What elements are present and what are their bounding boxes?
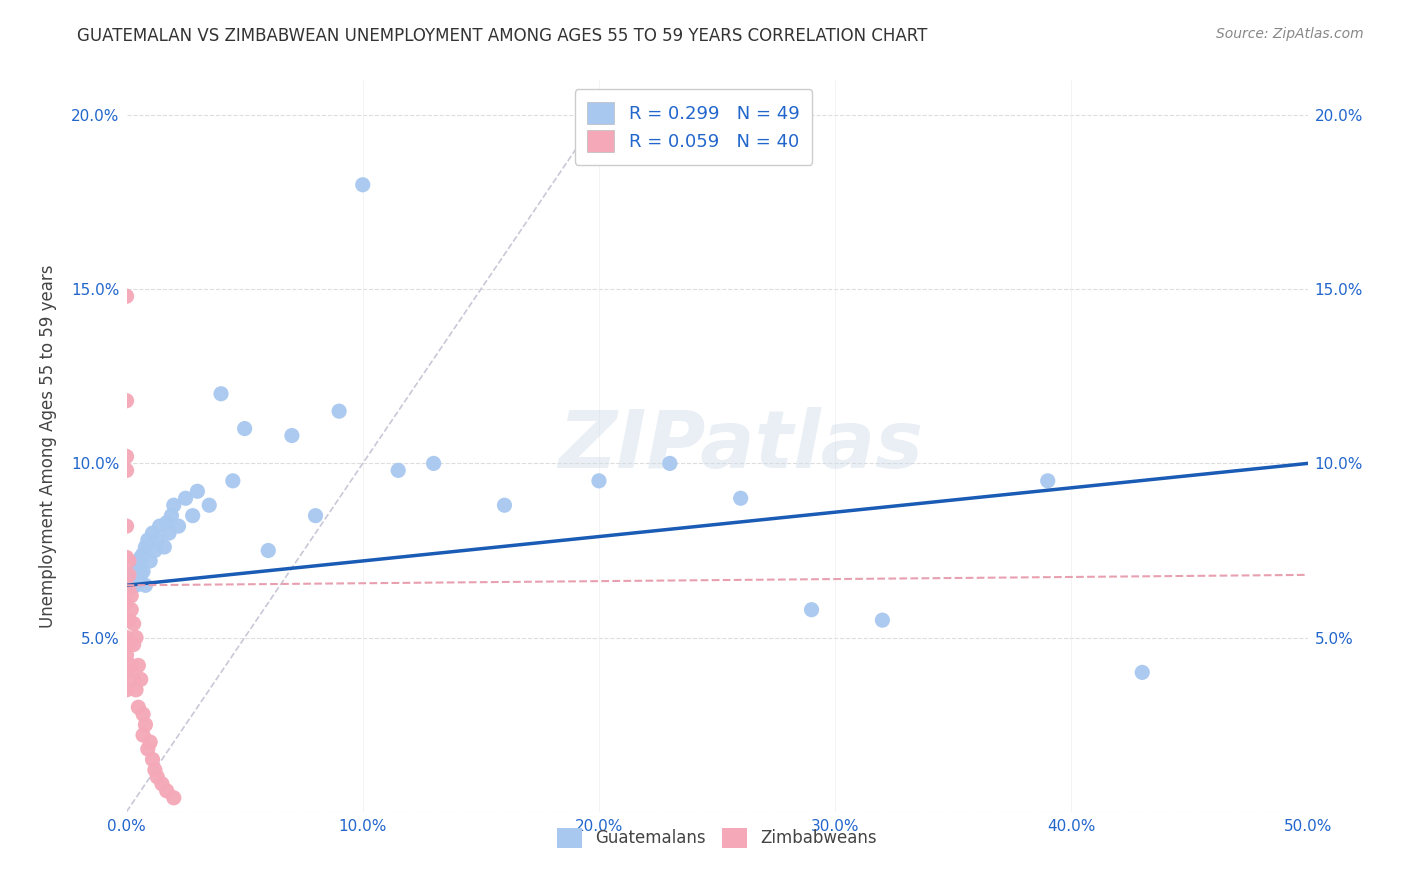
- Point: [588, 474, 610, 488]
- Point: [160, 508, 183, 523]
- Point: [115, 519, 138, 533]
- Point: [1130, 665, 1153, 680]
- Point: [129, 567, 152, 582]
- Point: [122, 578, 145, 592]
- Point: [127, 561, 149, 575]
- Point: [146, 533, 169, 547]
- Point: [118, 554, 141, 568]
- Point: [120, 603, 142, 617]
- Point: [115, 665, 138, 680]
- Point: [658, 457, 681, 471]
- Point: [115, 393, 138, 408]
- Point: [167, 519, 190, 533]
- Point: [134, 717, 156, 731]
- Point: [134, 578, 156, 592]
- Point: [146, 770, 169, 784]
- Point: [120, 589, 142, 603]
- Point: [233, 421, 256, 435]
- Point: [115, 289, 138, 303]
- Point: [281, 428, 304, 442]
- Point: [134, 540, 156, 554]
- Point: [115, 682, 138, 697]
- Point: [115, 463, 138, 477]
- Point: [125, 574, 148, 589]
- Point: [494, 498, 516, 512]
- Point: [118, 613, 141, 627]
- Point: [115, 578, 138, 592]
- Text: GUATEMALAN VS ZIMBABWEAN UNEMPLOYMENT AMONG AGES 55 TO 59 YEARS CORRELATION CHAR: GUATEMALAN VS ZIMBABWEAN UNEMPLOYMENT AM…: [77, 27, 928, 45]
- Point: [387, 463, 409, 477]
- Point: [118, 582, 141, 596]
- Point: [118, 567, 141, 582]
- Point: [122, 571, 145, 585]
- Point: [115, 550, 138, 565]
- Point: [122, 638, 145, 652]
- Legend: Guatemalans, Zimbabweans: Guatemalans, Zimbabweans: [550, 821, 884, 855]
- Point: [186, 484, 208, 499]
- Point: [872, 613, 894, 627]
- Point: [132, 565, 155, 579]
- Text: Source: ZipAtlas.com: Source: ZipAtlas.com: [1216, 27, 1364, 41]
- Point: [118, 638, 141, 652]
- Point: [1036, 474, 1059, 488]
- Point: [127, 658, 149, 673]
- Point: [127, 554, 149, 568]
- Point: [222, 474, 245, 488]
- Point: [163, 790, 186, 805]
- Point: [120, 567, 142, 582]
- Point: [143, 763, 166, 777]
- Text: ZIPatlas: ZIPatlas: [558, 407, 924, 485]
- Point: [153, 540, 176, 554]
- Point: [141, 752, 163, 766]
- Point: [800, 603, 823, 617]
- Point: [257, 543, 280, 558]
- Point: [198, 498, 221, 512]
- Point: [352, 178, 374, 192]
- Point: [422, 457, 444, 471]
- Point: [129, 550, 152, 565]
- Point: [115, 613, 138, 627]
- Point: [127, 700, 149, 714]
- Point: [132, 707, 155, 722]
- Y-axis label: Unemployment Among Ages 55 to 59 years: Unemployment Among Ages 55 to 59 years: [39, 264, 58, 628]
- Point: [304, 508, 326, 523]
- Point: [139, 735, 162, 749]
- Point: [209, 386, 232, 401]
- Point: [125, 682, 148, 697]
- Point: [125, 631, 148, 645]
- Point: [122, 673, 145, 687]
- Point: [132, 547, 155, 561]
- Point: [157, 526, 180, 541]
- Point: [163, 498, 186, 512]
- Point: [730, 491, 752, 506]
- Point: [149, 519, 172, 533]
- Point: [150, 777, 173, 791]
- Point: [115, 648, 138, 662]
- Point: [129, 673, 152, 687]
- Point: [136, 742, 159, 756]
- Point: [143, 543, 166, 558]
- Point: [174, 491, 197, 506]
- Point: [181, 508, 204, 523]
- Point: [136, 533, 159, 547]
- Point: [156, 784, 179, 798]
- Point: [139, 554, 162, 568]
- Point: [115, 450, 138, 464]
- Point: [120, 658, 142, 673]
- Point: [125, 578, 148, 592]
- Point: [141, 526, 163, 541]
- Point: [156, 516, 179, 530]
- Point: [118, 578, 141, 592]
- Point: [120, 578, 142, 592]
- Point: [328, 404, 350, 418]
- Point: [115, 631, 138, 645]
- Point: [122, 616, 145, 631]
- Point: [115, 596, 138, 610]
- Point: [132, 728, 155, 742]
